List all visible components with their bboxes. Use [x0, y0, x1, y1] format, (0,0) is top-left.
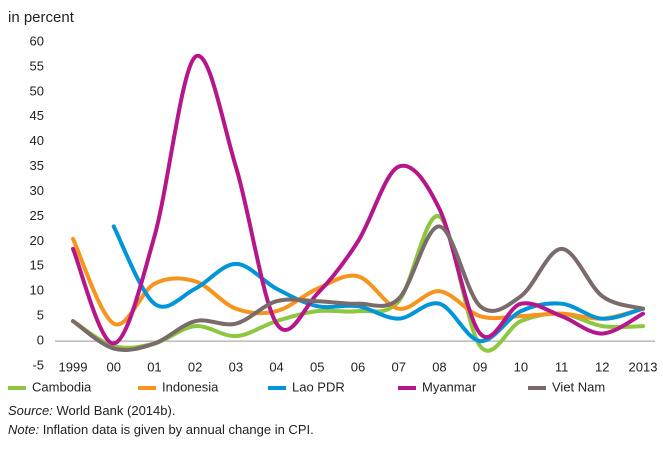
x-tick-label: 11 [555, 359, 569, 374]
legend-label: Viet Nam [552, 379, 605, 394]
y-tick-label: -5 [32, 357, 44, 372]
x-tick-label: 05 [310, 359, 324, 374]
note-text: Inflation data is given by annual change… [43, 422, 314, 437]
series-line [71, 53, 645, 346]
x-tick-label: 09 [473, 359, 487, 374]
y-tick-label: 35 [30, 158, 44, 173]
x-tick-label: 08 [432, 359, 446, 374]
x-tick-label: 02 [188, 359, 202, 374]
y-tick-label: 20 [30, 233, 44, 248]
x-tick-label: 10 [514, 359, 528, 374]
x-tick-label: 00 [106, 359, 120, 374]
x-tick-label: 1999 [59, 359, 88, 374]
series-line [71, 224, 645, 352]
y-tick-label: 55 [30, 58, 44, 73]
series-line [111, 224, 645, 344]
legend-label: Cambodia [32, 379, 92, 394]
x-tick-label: 07 [391, 359, 405, 374]
series-line [71, 236, 645, 327]
note-label: Note: [8, 422, 39, 437]
legend-label: Myanmar [422, 379, 477, 394]
x-tick-label: 03 [229, 359, 243, 374]
source-label: Source: [8, 403, 53, 418]
y-tick-label: 5 [37, 308, 44, 323]
y-tick-label: 50 [30, 83, 44, 98]
y-tick-label: 40 [30, 133, 44, 148]
y-axis-label: in percent [8, 9, 75, 26]
y-tick-label: 45 [30, 108, 44, 123]
y-tick-label: 0 [37, 333, 44, 348]
x-tick-label: 06 [351, 359, 365, 374]
y-tick-label: 30 [30, 183, 44, 198]
x-tick-label: 12 [595, 359, 609, 374]
y-tick-label: 25 [30, 208, 44, 223]
legend-label: Indonesia [162, 379, 219, 394]
y-tick-label: 15 [30, 258, 44, 273]
y-tick-label: 60 [30, 33, 44, 48]
note: Note: Inflation data is given by annual … [8, 422, 314, 437]
y-tick-label: 10 [30, 283, 44, 298]
x-tick-label: 2013 [629, 359, 658, 374]
x-tick-label: 04 [269, 359, 283, 374]
source: Source: World Bank (2014b). [8, 403, 175, 418]
source-text: World Bank (2014b). [56, 403, 175, 418]
legend-label: Lao PDR [292, 379, 345, 394]
x-tick-label: 01 [147, 359, 161, 374]
